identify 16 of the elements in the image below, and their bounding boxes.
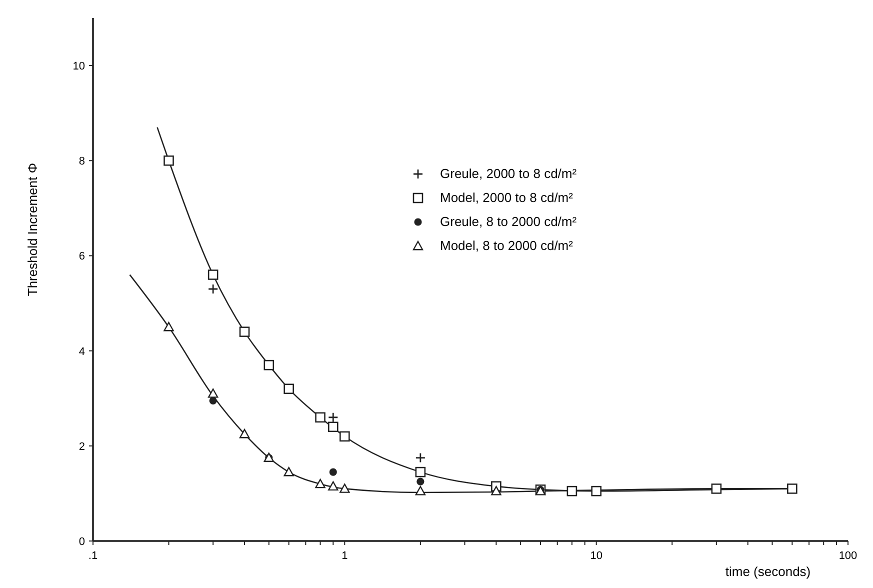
legend-label: Model, 2000 to 8 cd/m² xyxy=(440,190,574,205)
legend-label: Greule, 2000 to 8 cd/m² xyxy=(440,166,578,181)
x-tick-label: .1 xyxy=(88,550,98,562)
x-tick-label: 10 xyxy=(590,550,602,562)
y-tick-label: 8 xyxy=(78,156,85,168)
y-tick-label: 10 xyxy=(72,60,85,73)
x-tick-label: 100 xyxy=(838,550,858,562)
x-tick-label: 1 xyxy=(342,550,348,562)
y-tick-label: 4 xyxy=(78,346,85,358)
y-tick-label: 2 xyxy=(78,440,85,453)
legend-label: Model, 8 to 2000 cd/m² xyxy=(440,238,574,253)
y-axis-title: Threshold Increment Φ xyxy=(25,162,40,296)
x-axis-title: time (seconds) xyxy=(725,564,811,579)
y-tick-label: 0 xyxy=(78,536,85,548)
y-tick-label: 6 xyxy=(78,250,85,263)
legend-label: Greule, 8 to 2000 cd/m² xyxy=(440,214,578,229)
